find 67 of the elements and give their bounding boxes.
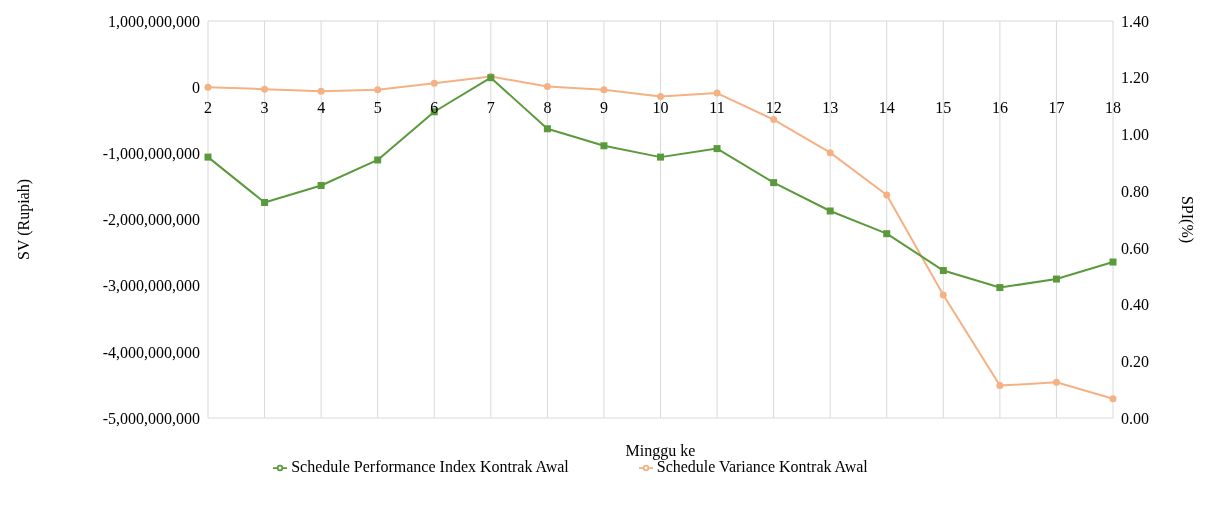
y2-tick-label: 1.20 [1121,69,1149,87]
point [770,116,778,124]
point [600,86,608,94]
point [374,86,382,94]
point [1109,258,1117,266]
y2-axis-title: SPI(%) [1178,195,1197,244]
x-tick-label: 9 [599,99,608,117]
y2-tick-label: 0.00 [1121,409,1149,427]
y2-tick-label: 0.60 [1121,239,1149,257]
x-tick-label: 15 [935,99,952,117]
point [600,142,608,150]
x-tick-label: 14 [878,99,895,117]
point [996,284,1004,292]
point [204,153,212,161]
x-tick-label: 18 [1105,99,1121,117]
point [826,207,834,215]
y2-tick-label: 1.00 [1121,126,1149,144]
point [713,89,721,97]
x-tick-label: 17 [1048,99,1065,117]
y2-tick-label: 0.20 [1121,352,1149,370]
x-tick-label: 10 [652,99,669,117]
y-tick-label: -3,000,000,000 [102,277,200,295]
point [543,125,551,133]
point [770,179,778,187]
x-tick-label: 3 [260,99,269,117]
point [374,156,382,164]
x-tick-label: 7 [486,99,495,117]
y2-tick-label: 0.80 [1121,182,1149,200]
x-tick-label: 16 [991,99,1008,117]
y-tick-label: -5,000,000,000 [102,409,200,427]
y-tick-label: -2,000,000,000 [102,211,200,229]
x-tick-label: 12 [765,99,782,117]
point [883,230,891,238]
x-tick-label: 13 [822,99,839,117]
point [204,83,212,91]
y-tick-label: -4,000,000,000 [102,343,200,361]
y-tick-label: 0 [192,78,200,96]
x-axis-title: Minggu ke [625,442,696,460]
x-tick-label: 11 [709,99,725,117]
point [996,382,1004,390]
y2-tick-label: 1.40 [1121,12,1149,30]
point [430,79,438,87]
point [1052,378,1060,386]
point [883,191,891,199]
point [657,153,664,161]
legend-label: Schedule Performance Index Kontrak Awal [291,458,569,475]
point [713,145,721,153]
point [939,291,947,299]
point [261,198,269,206]
point [317,181,325,189]
point [261,85,269,93]
y-tick-label: -1,000,000,000 [102,145,200,163]
y-tick-label: 1,000,000,000 [108,12,200,30]
point [317,87,325,95]
point [543,83,551,91]
x-tick-label: 4 [317,99,326,117]
point [1052,275,1060,283]
point [1109,395,1117,403]
point [939,267,947,275]
x-tick-label: 5 [373,99,382,117]
x-tick-label: 2 [204,99,212,117]
point [657,92,664,100]
point [826,149,834,157]
legend-label: Schedule Variance Kontrak Awal [656,458,868,475]
x-tick-label: 8 [543,99,552,117]
y2-tick-label: 0.40 [1121,296,1149,314]
y-axis-title: SV (Rupiah) [14,178,33,261]
